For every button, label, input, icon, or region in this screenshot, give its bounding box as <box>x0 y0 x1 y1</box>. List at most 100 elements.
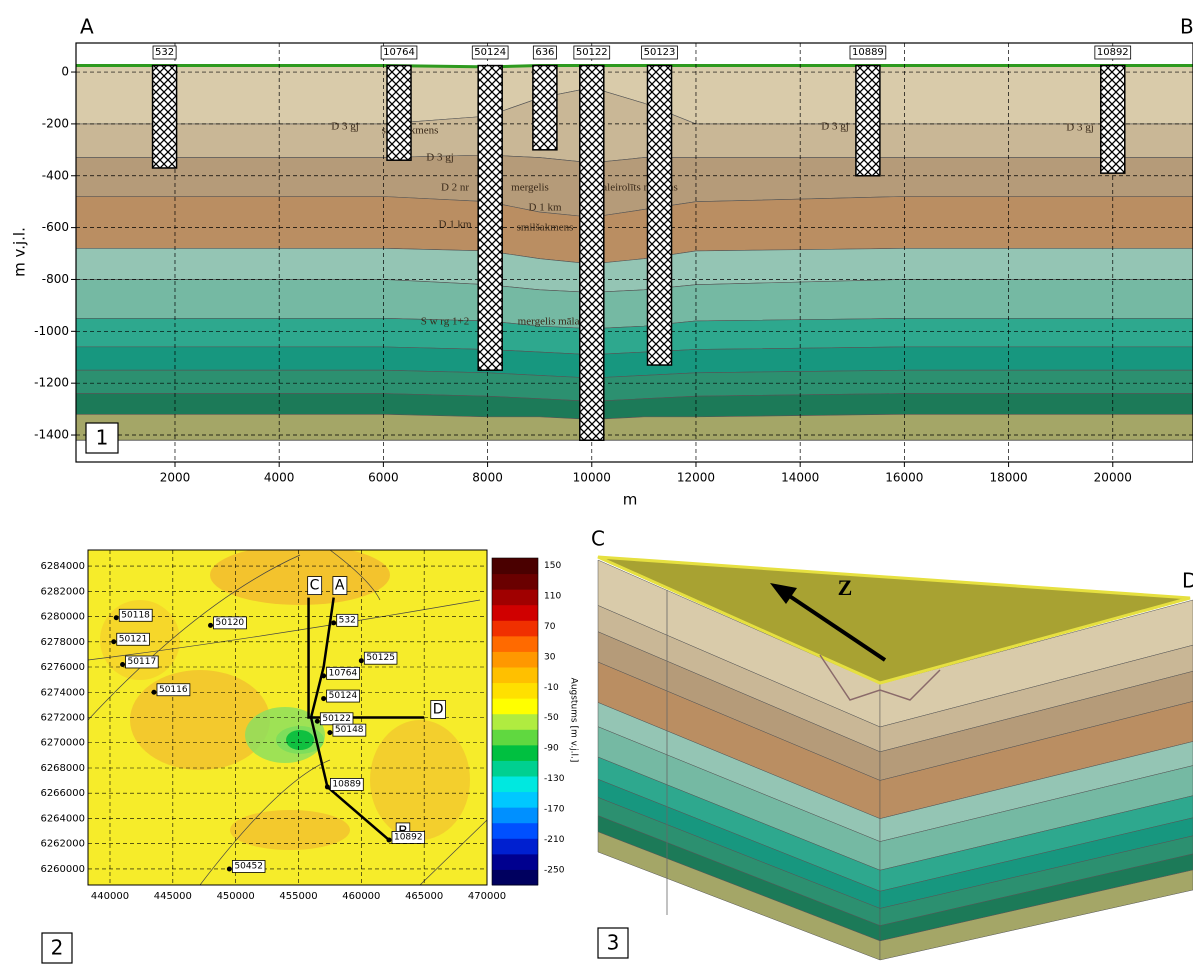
y-axis-label: m v.j.l. <box>11 227 29 277</box>
y-tick-label: 6278000 <box>40 637 85 648</box>
y-tick-label: -800 <box>42 272 69 286</box>
corner-label: D <box>1182 569 1193 593</box>
colorbar-band <box>492 698 538 714</box>
profile-label: D <box>433 702 444 718</box>
x-axis-label: m <box>623 491 638 509</box>
colorbar-label: Augstums [m v.j.l.] <box>569 678 579 763</box>
well <box>114 615 119 620</box>
well <box>111 639 116 644</box>
borehole <box>533 66 557 150</box>
colorbar-band <box>492 823 538 839</box>
formation-label: D 3 gj <box>426 152 454 164</box>
colorbar-band <box>492 807 538 823</box>
elevation-patch <box>370 720 470 840</box>
formation-label: D 1 km <box>529 202 562 214</box>
well <box>151 690 156 695</box>
well <box>321 696 326 701</box>
map-plot <box>88 545 487 885</box>
colorbar-band <box>492 620 538 636</box>
x-tick-label: 470000 <box>468 891 506 902</box>
colorbar-band <box>492 854 538 870</box>
x-tick-label: 440000 <box>91 891 129 902</box>
borehole-label: 10764 <box>383 47 415 58</box>
x-tick-label: 460000 <box>342 891 380 902</box>
well-label: 532 <box>339 615 356 625</box>
borehole-label: 636 <box>535 47 554 58</box>
colorbar-tick-label: -250 <box>544 865 565 875</box>
colorbar-band <box>492 729 538 745</box>
well-label: 50120 <box>216 618 245 628</box>
elevation-patch <box>130 670 270 770</box>
x-tick-label: 465000 <box>405 891 443 902</box>
borehole <box>1101 66 1125 174</box>
colorbar-band <box>492 760 538 776</box>
well <box>331 620 336 625</box>
elevation-patch <box>230 810 350 850</box>
well <box>315 719 320 724</box>
colorbar-tick-label: -130 <box>544 774 565 784</box>
borehole-label: 10892 <box>1097 47 1129 58</box>
well-label: 50452 <box>234 861 263 871</box>
x-tick-label: 8000 <box>472 471 503 485</box>
colorbar-band <box>492 714 538 730</box>
colorbar-tick-label: 150 <box>544 561 561 571</box>
arrow-label: Z <box>838 575 853 600</box>
well-label: 10764 <box>329 668 358 678</box>
x-tick-label: 450000 <box>217 891 255 902</box>
well <box>325 784 330 789</box>
colorbar-band <box>492 869 538 885</box>
y-tick-label: -400 <box>42 168 69 182</box>
colorbar-tick-label: -50 <box>544 713 559 723</box>
colorbar-band <box>492 636 538 652</box>
y-tick-label: 6270000 <box>40 738 85 749</box>
y-tick-label: -1000 <box>34 324 69 338</box>
borehole <box>580 66 604 441</box>
borehole <box>856 66 880 176</box>
x-tick-label: 20000 <box>1094 471 1132 485</box>
borehole-label: 50123 <box>644 47 676 58</box>
y-tick-label: 6280000 <box>40 612 85 623</box>
well-label: 50116 <box>159 685 188 695</box>
y-tick-label: 6266000 <box>40 788 85 799</box>
formation-label: D 3 gj <box>821 121 849 133</box>
profile-label: A <box>335 578 345 594</box>
well <box>359 658 364 663</box>
well-label: 50117 <box>128 657 157 667</box>
borehole-label: 10889 <box>852 47 884 58</box>
colorbar-tick-label: -90 <box>544 744 559 754</box>
borehole <box>387 66 411 161</box>
x-tick-label: 12000 <box>677 471 715 485</box>
well <box>227 866 232 871</box>
y-tick-label: 6262000 <box>40 839 85 850</box>
x-tick-label: 6000 <box>368 471 399 485</box>
borehole-label: 50122 <box>576 47 608 58</box>
colorbar-band <box>492 792 538 808</box>
colorbar-band <box>492 776 538 792</box>
well <box>120 662 125 667</box>
y-tick-label: -200 <box>42 116 69 130</box>
borehole <box>478 66 502 371</box>
well <box>208 623 213 628</box>
formation-label: D 3 gj <box>1066 122 1094 134</box>
layer <box>76 414 1193 440</box>
y-tick-label: 6284000 <box>40 561 85 572</box>
y-tick-label: 6282000 <box>40 586 85 597</box>
elevation-patch <box>210 545 390 605</box>
colorbar-tick-label: -10 <box>544 683 559 693</box>
well-label: 50118 <box>121 610 150 620</box>
colorbar-tick-label: 110 <box>544 592 561 602</box>
well <box>321 673 326 678</box>
borehole <box>648 66 672 365</box>
profile-label: C <box>310 578 320 594</box>
colorbar-band <box>492 667 538 683</box>
borehole-label: 532 <box>155 47 174 58</box>
corner-label: B <box>1180 15 1193 39</box>
well <box>327 730 332 735</box>
corner-label: C <box>591 527 605 551</box>
elevation-patch <box>286 730 314 750</box>
colorbar-band <box>492 558 538 574</box>
colorbar-tick-label: 70 <box>544 622 556 632</box>
formation-label: D 1 km <box>439 219 472 231</box>
y-tick-label: 6264000 <box>40 813 85 824</box>
figure: D 3 gjsmilšakmensD 3 gjD 2 nrmergelisD 1… <box>0 0 1193 976</box>
